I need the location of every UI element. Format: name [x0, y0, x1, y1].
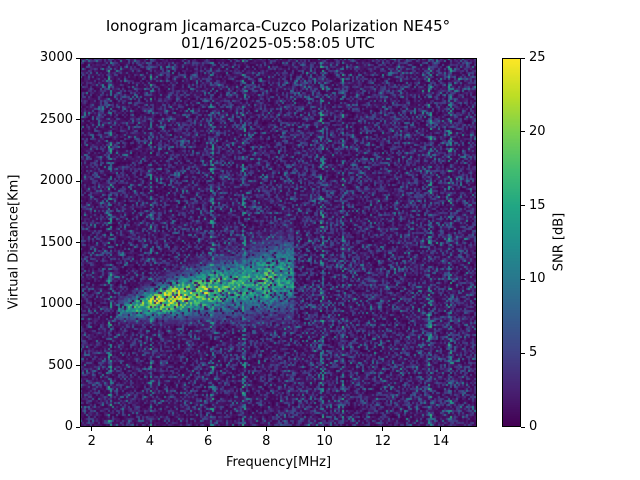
x-axis-label: Frequency[MHz] — [225, 455, 332, 470]
x-tick-label: 12 — [374, 434, 392, 449]
chart-title-line1: Ionogram Jicamarca-Cuzco Polarization NE… — [105, 17, 451, 35]
colorbar-tick-mark — [521, 131, 525, 133]
y-tick-mark — [76, 426, 80, 428]
x-tick-mark — [207, 427, 209, 431]
x-tick-mark — [323, 427, 325, 431]
colorbar-tick-mark — [521, 352, 525, 354]
x-tick-label: 4 — [145, 434, 155, 449]
y-tick-mark — [76, 119, 80, 120]
x-tick-mark — [149, 427, 151, 431]
x-tick-label: 14 — [432, 434, 450, 449]
colorbar-tick-mark — [521, 278, 525, 280]
colorbar-tick-mark — [521, 426, 525, 428]
y-tick-label: 500 — [48, 357, 73, 373]
y-tick-mark — [76, 365, 80, 366]
y-tick-label: 1500 — [39, 234, 73, 250]
x-tick-mark — [265, 427, 267, 431]
y-tick-mark — [76, 242, 80, 243]
y-tick-label: 2000 — [39, 173, 73, 188]
colorbar-tick-label: 20 — [529, 123, 546, 139]
colorbar-tick-label: 5 — [529, 345, 538, 361]
y-tick-mark — [76, 180, 80, 182]
colorbar-label: SNR [dB] — [551, 212, 567, 272]
ionogram-heatmap — [80, 58, 477, 427]
colorbar-tick-label: 25 — [529, 50, 546, 65]
x-tick-label: 2 — [87, 434, 96, 449]
y-tick-mark — [76, 303, 80, 305]
y-tick-label: 0 — [64, 419, 73, 434]
y-axis-label: Virtual Distance[Km] — [6, 174, 22, 310]
colorbar-tick-label: 10 — [529, 271, 546, 287]
chart-title-line2: 01/16/2025-05:58:05 UTC — [181, 34, 375, 52]
x-tick-mark — [381, 427, 383, 431]
y-tick-mark — [76, 57, 80, 59]
colorbar — [502, 58, 521, 427]
y-tick-label: 3000 — [39, 50, 73, 65]
colorbar-tick-label: 0 — [529, 419, 538, 434]
y-tick-label: 2500 — [39, 111, 73, 127]
x-tick-label: 8 — [262, 434, 271, 449]
colorbar-tick-label: 15 — [529, 197, 546, 213]
x-tick-mark — [440, 427, 442, 431]
colorbar-tick-mark — [521, 205, 525, 207]
x-tick-label: 10 — [316, 434, 333, 449]
x-tick-label: 6 — [203, 434, 213, 449]
y-tick-label: 1000 — [39, 296, 73, 311]
colorbar-tick-mark — [521, 57, 525, 59]
x-tick-mark — [91, 427, 93, 431]
